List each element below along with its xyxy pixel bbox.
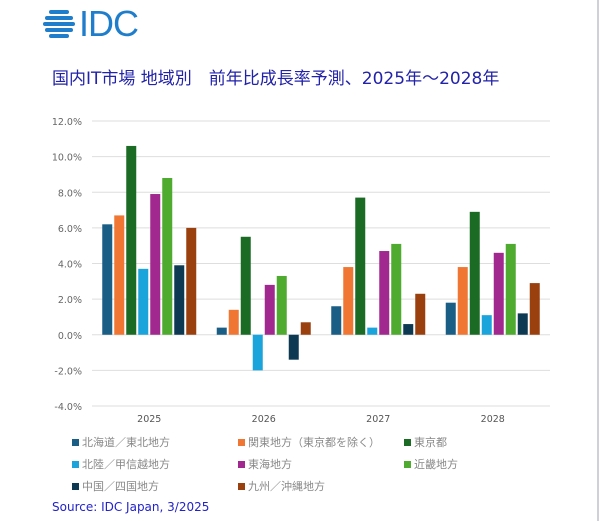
legend-label: 九州／沖縄地方 xyxy=(248,480,325,493)
legend-swatch xyxy=(72,460,79,468)
bar-2026-7 xyxy=(300,322,311,335)
source-note: Source: IDC Japan, 3/2025 xyxy=(52,500,210,514)
legend-item: 関東地方（東京都を除く） xyxy=(238,434,404,450)
y-tick-label: 8.0% xyxy=(58,188,82,199)
legend-label: 北海道／東北地方 xyxy=(82,436,170,449)
bar-2026-0 xyxy=(216,327,227,335)
bar-2027-3 xyxy=(367,327,378,335)
bar-2025-0 xyxy=(102,224,113,335)
bar-2028-4 xyxy=(493,252,504,335)
legend-swatch xyxy=(72,482,79,490)
legend-label: 中国／四国地方 xyxy=(82,480,159,493)
x-tick-label: 2026 xyxy=(252,414,276,425)
bar-2025-5 xyxy=(162,178,173,335)
bar-2025-7 xyxy=(186,227,197,335)
y-tick-label: 6.0% xyxy=(58,224,82,235)
bar-2027-5 xyxy=(391,243,402,335)
legend-item: 九州／沖縄地方 xyxy=(238,478,404,494)
bar-2025-6 xyxy=(174,265,185,335)
bar-2028-6 xyxy=(517,313,528,335)
legend-item: 東京都 xyxy=(404,434,504,450)
bar-2028-0 xyxy=(445,302,456,335)
legend-swatch xyxy=(404,438,411,446)
legend-swatch xyxy=(238,482,245,490)
y-tick-label: 2.0% xyxy=(58,295,82,306)
bar-2025-3 xyxy=(138,268,149,335)
y-tick-label: 10.0% xyxy=(52,153,82,164)
globe-icon xyxy=(43,10,75,38)
bar-2028-1 xyxy=(457,267,468,335)
bar-2026-4 xyxy=(264,284,275,335)
chart-title: 国内IT市場 地域別 前年比成長率予測、2025年～2028年 xyxy=(52,69,500,89)
bar-2026-6 xyxy=(288,334,299,360)
bar-2026-5 xyxy=(276,275,287,335)
legend-swatch xyxy=(404,460,411,468)
legend-label: 近畿地方 xyxy=(414,458,458,471)
x-tick-label: 2028 xyxy=(481,414,505,425)
legend-swatch xyxy=(72,438,79,446)
bar-2025-4 xyxy=(150,194,161,335)
bar-2027-0 xyxy=(331,306,342,335)
bar-chart: -4.0% -2.0% 0.0% 2.0% 4.0% 6.0% 8.0% 10.0% 12.0%… xyxy=(52,117,550,425)
bar-2027-4 xyxy=(379,251,390,335)
legend-swatch xyxy=(238,460,245,468)
bar-2027-2 xyxy=(355,197,366,335)
bar-2025-2 xyxy=(126,145,137,335)
legend-item: 北陸／甲信越地方 xyxy=(72,456,238,472)
bar-2027-1 xyxy=(343,267,354,335)
y-tick-label: 12.0% xyxy=(52,117,82,128)
bar-2026-1 xyxy=(228,309,239,335)
bar-2028-5 xyxy=(505,243,516,335)
legend-item: 東海地方 xyxy=(238,456,404,472)
bar-2028-2 xyxy=(469,211,480,335)
x-tick-label: 2027 xyxy=(366,414,390,425)
y-tick-label: 4.0% xyxy=(58,260,82,271)
bar-2027-7 xyxy=(415,293,426,335)
legend-swatch xyxy=(238,438,245,446)
y-tick-label: -4.0% xyxy=(54,402,82,413)
x-tick-label: 2025 xyxy=(137,414,161,425)
y-tick-label: -2.0% xyxy=(54,366,82,377)
bar-2028-3 xyxy=(481,315,492,335)
legend-label: 東京都 xyxy=(414,436,447,449)
bar-2026-3 xyxy=(252,334,263,371)
legend: 北海道／東北地方 関東地方（東京都を除く） 東京都北陸／甲信越地方 東海地方 近畿地方中… xyxy=(72,434,512,494)
legend-label: 東海地方 xyxy=(248,458,292,471)
bar-2027-6 xyxy=(403,324,414,335)
legend-item: 中国／四国地方 xyxy=(72,478,238,494)
idc-logo: IDC xyxy=(43,3,139,44)
right-border xyxy=(597,0,599,521)
bar-2025-1 xyxy=(114,215,125,335)
legend-item: 北海道／東北地方 xyxy=(72,434,238,450)
bar-2026-2 xyxy=(240,236,251,335)
legend-item: 近畿地方 xyxy=(404,456,504,472)
logo-text: IDC xyxy=(79,3,139,44)
y-tick-label: 0.0% xyxy=(58,331,82,342)
legend-label: 関東地方（東京都を除く） xyxy=(248,436,380,449)
bar-2028-7 xyxy=(529,283,540,335)
legend-label: 北陸／甲信越地方 xyxy=(82,458,170,471)
